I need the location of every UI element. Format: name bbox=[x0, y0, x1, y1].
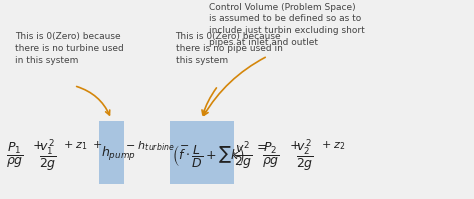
Text: $h_{pump}$: $h_{pump}$ bbox=[101, 145, 136, 163]
FancyBboxPatch shape bbox=[170, 121, 234, 184]
Text: $\cdot\dfrac{v^2}{2g}$: $\cdot\dfrac{v^2}{2g}$ bbox=[231, 139, 253, 172]
Text: $+$: $+$ bbox=[32, 139, 43, 152]
Text: This is 0(Zero) because
there is no turbine used
in this system: This is 0(Zero) because there is no turb… bbox=[15, 32, 124, 65]
Text: $\dfrac{v_2^{\,2}}{2g}$: $\dfrac{v_2^{\,2}}{2g}$ bbox=[296, 138, 313, 174]
Text: Control Volume (Problem Space)
is assumed to be defined so as to
include just tu: Control Volume (Problem Space) is assume… bbox=[209, 3, 365, 47]
FancyBboxPatch shape bbox=[99, 121, 124, 184]
Text: $+$: $+$ bbox=[289, 139, 300, 152]
Text: $+\ z_2$: $+\ z_2$ bbox=[320, 139, 346, 152]
Text: $-\ h_{turbine}\ -$: $-\ h_{turbine}\ -$ bbox=[125, 139, 189, 153]
Text: $\left(f \cdot \dfrac{L}{D}+\sum k\right)$: $\left(f \cdot \dfrac{L}{D}+\sum k\right… bbox=[172, 143, 245, 169]
Text: $\dfrac{v_1^{\,2}}{2g}$: $\dfrac{v_1^{\,2}}{2g}$ bbox=[38, 138, 56, 174]
Text: This is 0(Zero) because
there is no pipe used in
this system: This is 0(Zero) because there is no pipe… bbox=[175, 32, 283, 65]
Text: $+\ z_1\ +$: $+\ z_1\ +$ bbox=[63, 139, 103, 152]
Text: $=$: $=$ bbox=[254, 139, 267, 152]
Text: $\dfrac{P_2}{\rho g}$: $\dfrac{P_2}{\rho g}$ bbox=[262, 141, 280, 170]
Text: $\dfrac{P_1}{\rho g}$: $\dfrac{P_1}{\rho g}$ bbox=[6, 141, 24, 170]
